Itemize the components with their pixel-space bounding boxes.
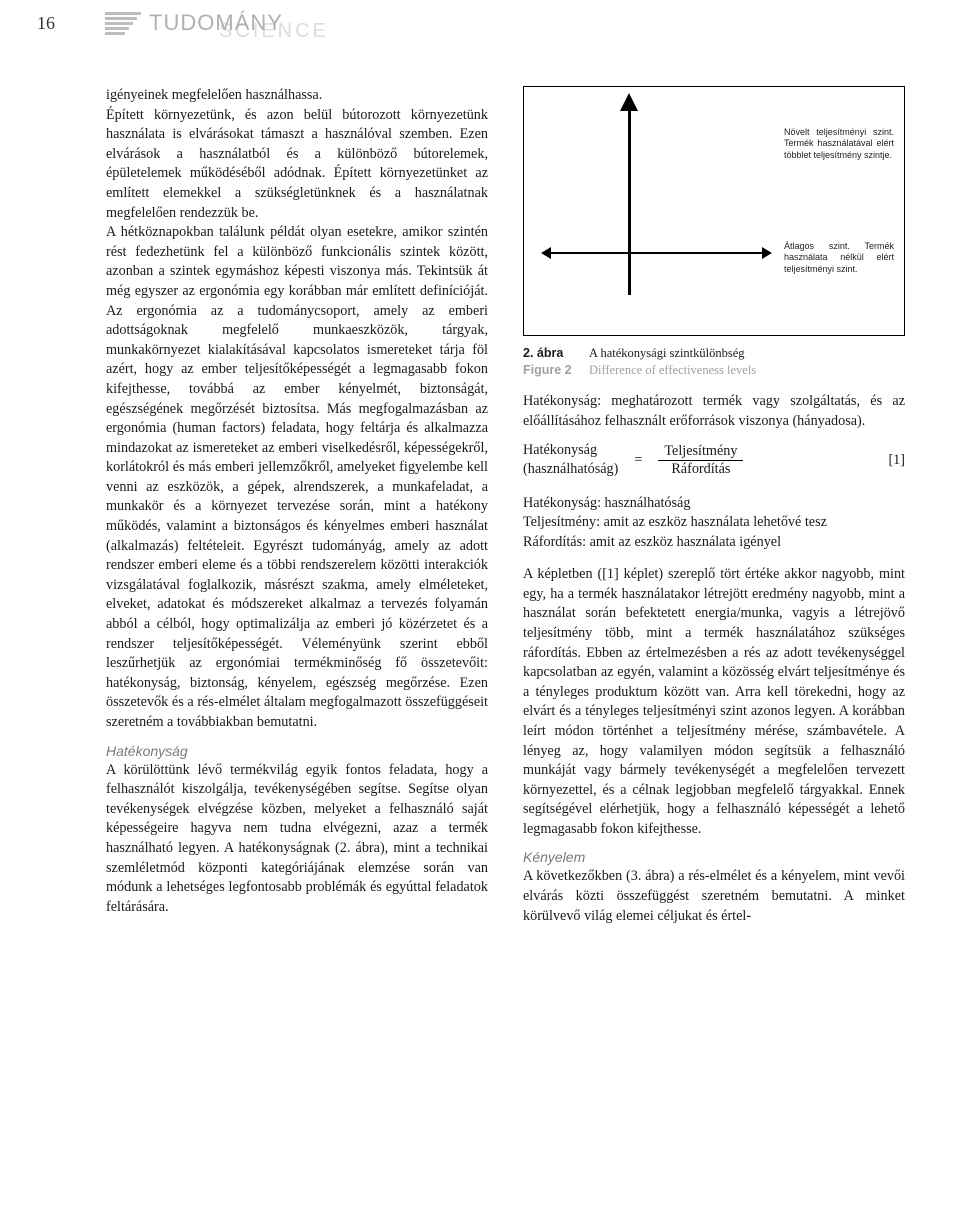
arrow-left-icon — [541, 247, 551, 259]
header-title-wrap: TUDOMÁNY SCIENCE — [105, 10, 283, 36]
figure-2-label-bottom: Átlagos szint. Termék használata nélkül … — [784, 241, 894, 275]
header-title-hu: TUDOMÁNY — [149, 10, 283, 35]
arrow-right-icon — [762, 247, 772, 259]
def-line-3: Ráfordítás: amit az eszköz használata ig… — [523, 533, 905, 553]
figure-2-text-en: Difference of effectiveness levels — [589, 363, 756, 378]
formula-block: Hatékonyság (használhatóság) = Teljesítm… — [523, 441, 905, 479]
figure-2-caption-en: Figure 2 Difference of effectiveness lev… — [523, 363, 905, 378]
content-columns: igényeinek megfelelően használhassa. Épí… — [0, 86, 960, 966]
figure-2-box: Növelt teljesítményi szint. Termék haszn… — [523, 86, 905, 336]
formula-lhs-bot: (használhatóság) — [523, 460, 618, 479]
left-para-1: igényeinek megfelelően használhassa. Épí… — [106, 86, 488, 733]
figure-2-label-top: Növelt teljesítményi szint. Termék haszn… — [784, 127, 894, 161]
header-title: TUDOMÁNY SCIENCE — [149, 10, 283, 36]
formula-numerator: Teljesítmény — [658, 443, 743, 461]
right-column: Növelt teljesítményi szint. Termék haszn… — [523, 86, 905, 926]
formula-lhs: Hatékonyság (használhatóság) — [523, 441, 618, 479]
formula-lhs-top: Hatékonyság — [523, 441, 597, 460]
right-para-1: Hatékonyság: meghatározott termék vagy s… — [523, 392, 905, 431]
figure-2-num-hu: 2. ábra — [523, 346, 575, 361]
vertical-axis — [628, 102, 631, 295]
right-para-3: A következőkben (3. ábra) a rés-elmélet … — [523, 867, 905, 926]
def-line-1: Hatékonyság: használhatóság — [523, 494, 905, 514]
definitions-block: Hatékonyság: használhatóság Teljesítmény… — [523, 494, 905, 554]
figure-2-caption-hu: 2. ábra A hatékonysági szintkülönbség — [523, 346, 905, 361]
page-number: 16 — [37, 13, 55, 34]
formula-eq: = — [634, 452, 642, 469]
subhead-kenyelem: Kényelem — [523, 849, 905, 865]
right-para-2: A képletben ([1] képlet) szereplő tört é… — [523, 565, 905, 839]
left-column: igényeinek megfelelően használhassa. Épí… — [106, 86, 488, 926]
formula-fraction: Teljesítmény Ráfordítás — [658, 443, 743, 478]
figure-2-diagram: Növelt teljesítményi szint. Termék haszn… — [524, 87, 904, 335]
def-line-2: Teljesítmény: amit az eszköz használata … — [523, 513, 905, 533]
page-header: 16 TUDOMÁNY SCIENCE — [0, 0, 960, 56]
left-para-2: A körülöttünk lévő termékvilág egyik fon… — [106, 761, 488, 918]
figure-2-num-en: Figure 2 — [523, 363, 575, 378]
formula-denominator: Ráfordítás — [665, 461, 736, 478]
page: 16 TUDOMÁNY SCIENCE igényeinek megfelelő… — [0, 0, 960, 966]
subhead-hatekonysag: Hatékonyság — [106, 743, 488, 759]
horizontal-axis — [549, 252, 764, 254]
header-stripes-icon — [105, 12, 141, 35]
formula-ref: [1] — [888, 452, 905, 469]
figure-2-text-hu: A hatékonysági szintkülönbség — [589, 346, 745, 361]
